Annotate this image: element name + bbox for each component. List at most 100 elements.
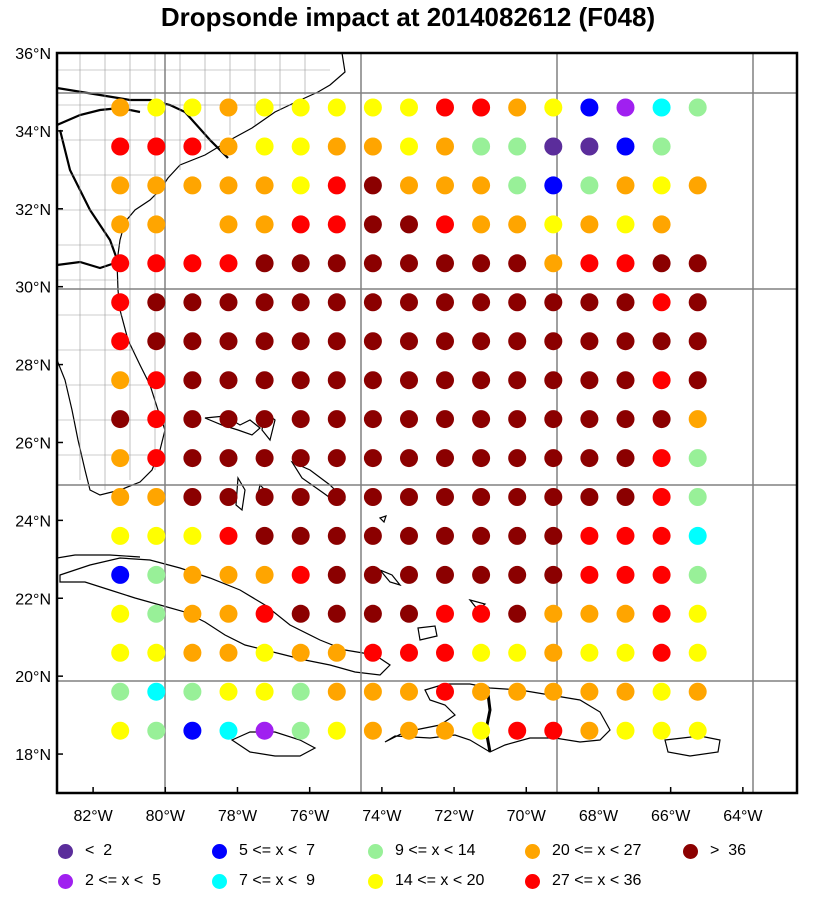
cuba-north-shore <box>57 554 141 559</box>
impact-dot <box>580 449 599 468</box>
map-title: Dropsonde impact at 2014082612 (F048) <box>160 2 656 32</box>
impact-dot <box>147 332 166 351</box>
impact-dot <box>508 643 527 662</box>
impact-dot <box>508 721 527 740</box>
impact-dot <box>544 721 563 740</box>
impact-dot <box>580 721 599 740</box>
impact-dot <box>616 98 635 117</box>
impact-dot <box>183 526 202 545</box>
impact-dot <box>147 526 166 545</box>
impact-dot <box>400 721 418 740</box>
impact-dot <box>219 176 238 195</box>
impact-dot <box>327 565 346 584</box>
impact-dot <box>111 682 130 701</box>
impact-dot <box>616 565 635 584</box>
impact-dot <box>327 137 346 156</box>
impact-dot <box>436 176 454 195</box>
axis-tick-labels: 36°N 34°N 32°N 30°N 28°N 26°N 24°N 22°N 20°N 18°N… <box>15 46 763 825</box>
county-borders <box>57 53 330 490</box>
impact-dot <box>291 488 310 506</box>
impact-dot <box>472 371 491 390</box>
impact-dot <box>544 565 563 584</box>
impact-dot <box>508 176 527 195</box>
impact-dot <box>363 332 382 351</box>
impact-dot <box>400 682 418 701</box>
impact-dot <box>652 682 671 701</box>
impact-dot <box>400 98 418 117</box>
map-frame <box>55 51 799 795</box>
impact-dot <box>147 137 166 156</box>
impact-dot <box>580 293 599 312</box>
impact-dot <box>688 449 707 468</box>
axis-ticks <box>57 52 744 793</box>
impact-dot <box>544 215 563 234</box>
impact-dot <box>363 721 382 740</box>
impact-dot <box>688 254 707 273</box>
lon-label: 80°W <box>146 808 186 825</box>
impact-dot <box>508 604 527 623</box>
impact-dot <box>472 604 491 623</box>
haiti-dr-border <box>484 685 492 753</box>
impact-dot <box>544 254 563 273</box>
impact-dot <box>472 137 491 156</box>
lat-label: 26°N <box>15 435 51 452</box>
impact-dot <box>327 643 346 662</box>
lon-label: 64°W <box>723 808 763 825</box>
impact-dot <box>111 293 130 312</box>
impact-dot <box>652 215 671 234</box>
impact-dot <box>219 449 238 468</box>
lon-label: 82°W <box>73 808 113 825</box>
impact-dot <box>291 371 310 390</box>
impact-dot <box>255 449 274 468</box>
impact-dot <box>363 293 382 312</box>
impact-dot <box>147 721 166 740</box>
impact-dot <box>111 643 130 662</box>
impact-dot <box>219 98 238 117</box>
impact-dot <box>183 332 202 351</box>
impact-dot <box>580 137 599 156</box>
impact-dot <box>652 449 671 468</box>
impact-dot <box>544 449 563 468</box>
impact-dot <box>183 371 202 390</box>
impact-dot <box>255 176 274 195</box>
impact-dot <box>400 488 418 506</box>
impact-dot <box>436 254 454 273</box>
impact-dot <box>255 410 274 429</box>
impact-dot <box>291 293 310 312</box>
impact-dot <box>652 565 671 584</box>
impact-dot <box>327 526 346 545</box>
impact-dot <box>255 604 274 623</box>
impact-dot <box>436 332 454 351</box>
impact-dot <box>688 488 707 506</box>
impact-dot <box>219 643 238 662</box>
impact-dot <box>111 176 130 195</box>
impact-dot <box>688 410 707 429</box>
impact-dot <box>327 488 346 506</box>
impact-dot <box>544 604 563 623</box>
impact-dot <box>544 410 563 429</box>
impact-dot <box>291 254 310 273</box>
impact-dot <box>183 98 202 117</box>
impact-dot <box>616 604 635 623</box>
impact-dot <box>363 449 382 468</box>
bahamas-6 <box>378 515 387 524</box>
impact-dot <box>688 604 707 623</box>
impact-dot <box>616 410 635 429</box>
impact-dot <box>363 604 382 623</box>
impact-dot <box>508 98 527 117</box>
impact-dot <box>580 98 599 117</box>
impact-dot <box>400 137 418 156</box>
impact-dot <box>183 488 202 506</box>
impact-dot <box>616 254 635 273</box>
impact-dot <box>219 137 238 156</box>
impact-dot <box>219 215 238 234</box>
impact-dot <box>291 449 310 468</box>
impact-dot <box>183 293 202 312</box>
impact-dot <box>652 604 671 623</box>
impact-dot <box>688 293 707 312</box>
impact-dot <box>147 488 166 506</box>
impact-dot <box>580 371 599 390</box>
lat-label: 36°N <box>15 46 51 63</box>
impact-dot <box>255 682 274 701</box>
